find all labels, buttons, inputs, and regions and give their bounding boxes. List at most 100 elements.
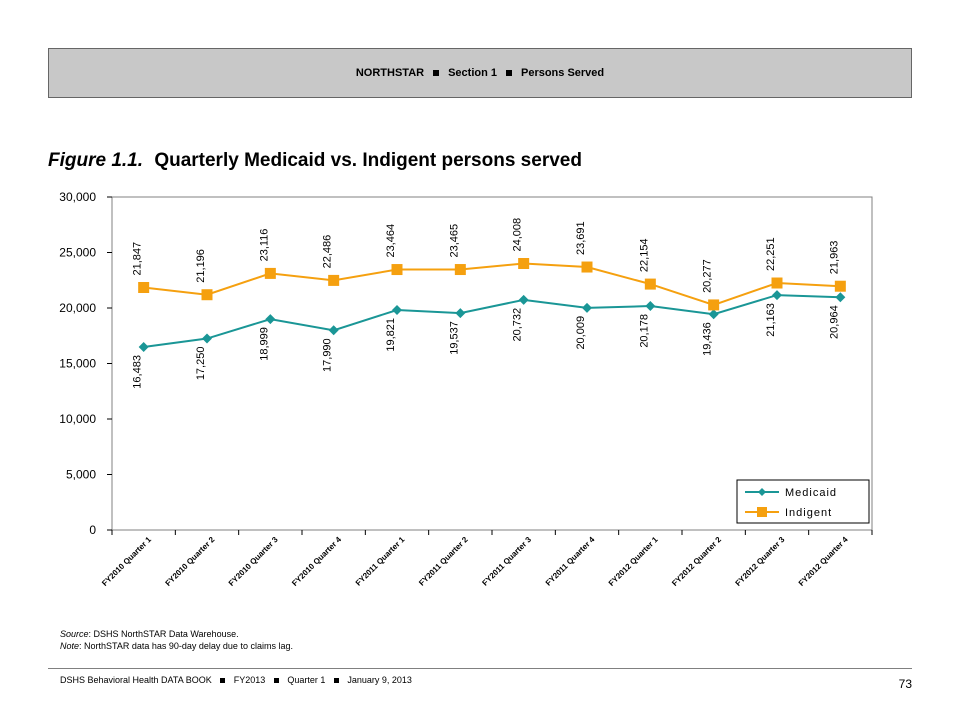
medicaid-data-label: 17,990 — [322, 338, 334, 372]
indigent-data-label: 23,465 — [448, 224, 460, 258]
bullet-icon — [273, 678, 279, 684]
header-part-2: Section 1 — [448, 67, 497, 79]
y-tick-label: 25,000 — [59, 246, 96, 260]
x-tick-label: FY2010 Quarter 3 — [227, 535, 280, 588]
legend-marker-indigent — [757, 507, 767, 517]
y-tick-label: 30,000 — [59, 190, 96, 204]
source-text: : DSHS NorthSTAR Data Warehouse. — [88, 629, 239, 639]
bullet-icon — [505, 70, 512, 76]
legend-marker-medicaid — [758, 488, 766, 496]
medicaid-data-label: 21,163 — [765, 303, 777, 337]
medicaid-point — [645, 301, 656, 312]
indigent-data-label: 22,251 — [765, 237, 777, 271]
legend-label-indigent: Indigent — [785, 507, 832, 519]
figure-title: Figure 1.1. Quarterly Medicaid vs. Indig… — [48, 150, 582, 172]
medicaid-point — [202, 333, 212, 344]
medicaid-point — [582, 302, 592, 313]
indigent-data-label: 21,847 — [132, 242, 144, 276]
indigent-point — [834, 280, 846, 292]
figure-number: Figure 1.1. — [48, 150, 144, 171]
medicaid-point — [265, 314, 276, 325]
medicaid-data-label: 16,483 — [132, 355, 144, 389]
x-tick-label: FY2011 Quarter 2 — [417, 535, 470, 588]
medicaid-point — [708, 309, 719, 320]
indigent-data-label: 22,154 — [638, 238, 650, 272]
series-line-medicaid — [143, 294, 841, 349]
medicaid-point — [138, 342, 149, 353]
indigent-data-label: 24,008 — [512, 218, 524, 252]
bullet-icon — [433, 70, 440, 76]
x-tick-label: FY2012 Quarter 4 — [797, 535, 850, 588]
header-part-3: Persons Served — [520, 67, 605, 79]
y-tick-label: 10,000 — [59, 412, 96, 426]
indigent-point — [708, 299, 720, 311]
medicaid-data-label: 19,821 — [385, 318, 397, 352]
source-notes: Source: DSHS NorthSTAR Data Warehouse. N… — [60, 628, 293, 652]
x-tick-label: FY2011 Quarter 4 — [544, 535, 597, 588]
y-tick-label: 0 — [89, 523, 96, 537]
legend — [736, 479, 870, 524]
indigent-point — [328, 274, 340, 286]
medicaid-data-label: 19,537 — [448, 321, 460, 355]
footer-divider — [48, 668, 912, 669]
footer-part-4: January 9, 2013 — [347, 675, 412, 685]
medicaid-point — [518, 294, 529, 305]
x-tick-label: FY2010 Quarter 2 — [164, 535, 217, 588]
medicaid-data-label: 18,999 — [258, 327, 270, 361]
indigent-point — [644, 278, 656, 290]
note-text: : NorthSTAR data has 90-day delay due to… — [79, 641, 293, 651]
indigent-data-label: 23,691 — [575, 221, 587, 255]
indigent-point — [138, 281, 150, 293]
legend-label-medicaid: Medicaid — [785, 487, 837, 499]
medicaid-point — [835, 292, 846, 303]
page-number: 73 — [898, 677, 912, 691]
x-tick-label: FY2011 Quarter 1 — [354, 535, 407, 588]
x-tick-label: FY2010 Quarter 4 — [290, 535, 343, 588]
note-line: Note: NorthSTAR data has 90-day delay du… — [60, 640, 293, 652]
medicaid-point — [772, 290, 782, 301]
footer-text: DSHS Behavioral Health DATA BOOK FY2013 … — [60, 675, 412, 685]
x-tick-label: FY2011 Quarter 3 — [480, 535, 533, 588]
indigent-data-label: 20,277 — [702, 259, 714, 293]
medicaid-data-label: 19,436 — [702, 322, 714, 356]
footer-part-3: Quarter 1 — [287, 675, 326, 685]
section-header: NORTHSTAR Section 1 Persons Served — [48, 48, 912, 98]
y-tick-label: 20,000 — [59, 301, 96, 315]
medicaid-point — [392, 304, 402, 315]
medicaid-point — [455, 308, 466, 319]
indigent-data-label: 23,464 — [385, 224, 397, 258]
indigent-point — [454, 264, 466, 276]
indigent-data-label: 21,963 — [828, 241, 840, 275]
bullet-icon — [220, 678, 226, 684]
y-tick-label: 5,000 — [66, 468, 96, 482]
medicaid-point — [328, 325, 339, 336]
medicaid-data-label: 20,178 — [638, 314, 650, 348]
source-line: Source: DSHS NorthSTAR Data Warehouse. — [60, 628, 293, 640]
footer-part-1: DSHS Behavioral Health DATA BOOK — [60, 675, 212, 685]
bullet-icon — [333, 678, 339, 684]
indigent-data-label: 21,196 — [195, 249, 207, 283]
indigent-point — [518, 258, 530, 270]
indigent-point — [264, 267, 276, 279]
x-tick-label: FY2012 Quarter 1 — [607, 535, 660, 588]
indigent-point — [201, 289, 213, 301]
medicaid-data-label: 17,250 — [195, 347, 207, 381]
source-label: Source — [60, 629, 89, 639]
indigent-data-label: 23,116 — [258, 229, 270, 262]
y-tick-label: 15,000 — [59, 357, 96, 371]
indigent-point — [391, 264, 403, 276]
header-part-1: NORTHSTAR — [355, 67, 425, 79]
x-tick-label: FY2012 Quarter 2 — [670, 535, 723, 588]
line-chart: 0 5,000 10,000 15,000 20,000 25,000 30,000 FY20… — [59, 190, 873, 588]
indigent-point — [771, 277, 783, 289]
medicaid-data-label: 20,964 — [828, 305, 840, 339]
figure-title-text: Quarterly Medicaid vs. Indigent persons … — [154, 150, 582, 171]
indigent-data-label: 22,486 — [322, 235, 334, 269]
series-line-indigent — [143, 262, 841, 306]
x-tick-label: FY2012 Quarter 3 — [734, 535, 787, 588]
medicaid-data-label: 20,732 — [512, 308, 524, 342]
x-tick-label: FY2010 Quarter 1 — [100, 535, 153, 588]
medicaid-data-label: 20,009 — [575, 316, 587, 350]
note-label: Note — [60, 641, 80, 651]
footer-part-2: FY2013 — [233, 675, 266, 685]
